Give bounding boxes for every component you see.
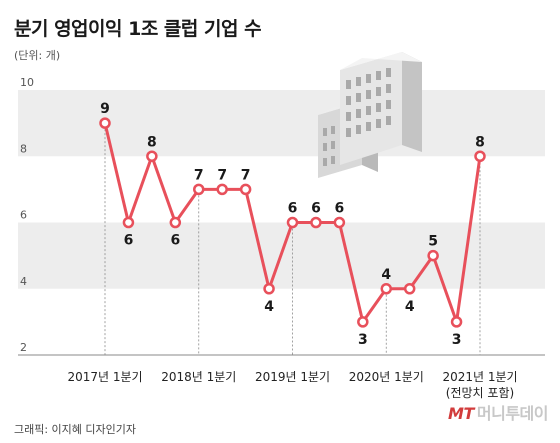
y-tick-label: 8 [20,142,27,155]
y-tick-label: 4 [20,275,27,288]
credit: 그래픽: 이지혜 디자인기자 [14,423,137,436]
data-label: 4 [264,299,274,315]
unit-note: (단위: 개) [14,49,61,62]
data-label: 7 [241,167,251,183]
data-label: 6 [170,233,180,249]
data-point [99,117,111,129]
x-tick-label: 2020년 1분기 [349,370,424,384]
x-tick-label: 2019년 1분기 [255,370,330,384]
y-tick-label: 6 [20,209,27,222]
data-label: 3 [358,332,368,348]
data-label: 6 [124,233,134,249]
x-tick-label: 2017년 1분기 [67,370,142,384]
data-point [263,283,275,295]
grid-band [18,90,545,157]
data-label: 4 [405,299,415,315]
chart-title: 분기 영업이익 1조 클럽 기업 수 [14,18,262,40]
data-label: 5 [428,234,438,250]
data-label: 4 [381,267,391,283]
data-label: 8 [475,134,485,150]
data-point [427,249,439,262]
publisher-logo: MT 머니투데이 [448,400,548,424]
data-point [450,316,463,328]
data-label: 9 [100,101,110,117]
data-label: 8 [147,134,157,150]
logo-text: 머니투데이 [476,404,549,423]
data-point [122,216,135,229]
data-point [403,283,416,295]
logo-mark: MT [448,404,474,423]
data-point [357,316,369,328]
data-label: 7 [194,167,204,183]
data-label: 3 [452,332,462,348]
data-point [169,216,182,229]
data-point [193,183,205,196]
data-point [474,150,486,162]
data-point [286,216,299,229]
data-label: 6 [288,201,298,217]
data-label: 7 [217,167,227,183]
x-tick-label: 2021년 1분기 [442,370,517,384]
building-illustration [318,52,422,178]
x-tick-sublabel: (전망치 포함) [446,386,514,400]
data-point [216,183,228,196]
data-point [333,216,346,229]
data-point [146,150,158,162]
data-point [380,283,392,295]
y-tick-label: 10 [20,76,34,89]
data-point [310,216,322,229]
x-tick-label: 2018년 1분기 [161,370,236,384]
y-tick-label: 2 [20,341,27,354]
data-label: 6 [335,201,345,217]
data-label: 6 [311,201,321,217]
data-point [239,183,252,196]
